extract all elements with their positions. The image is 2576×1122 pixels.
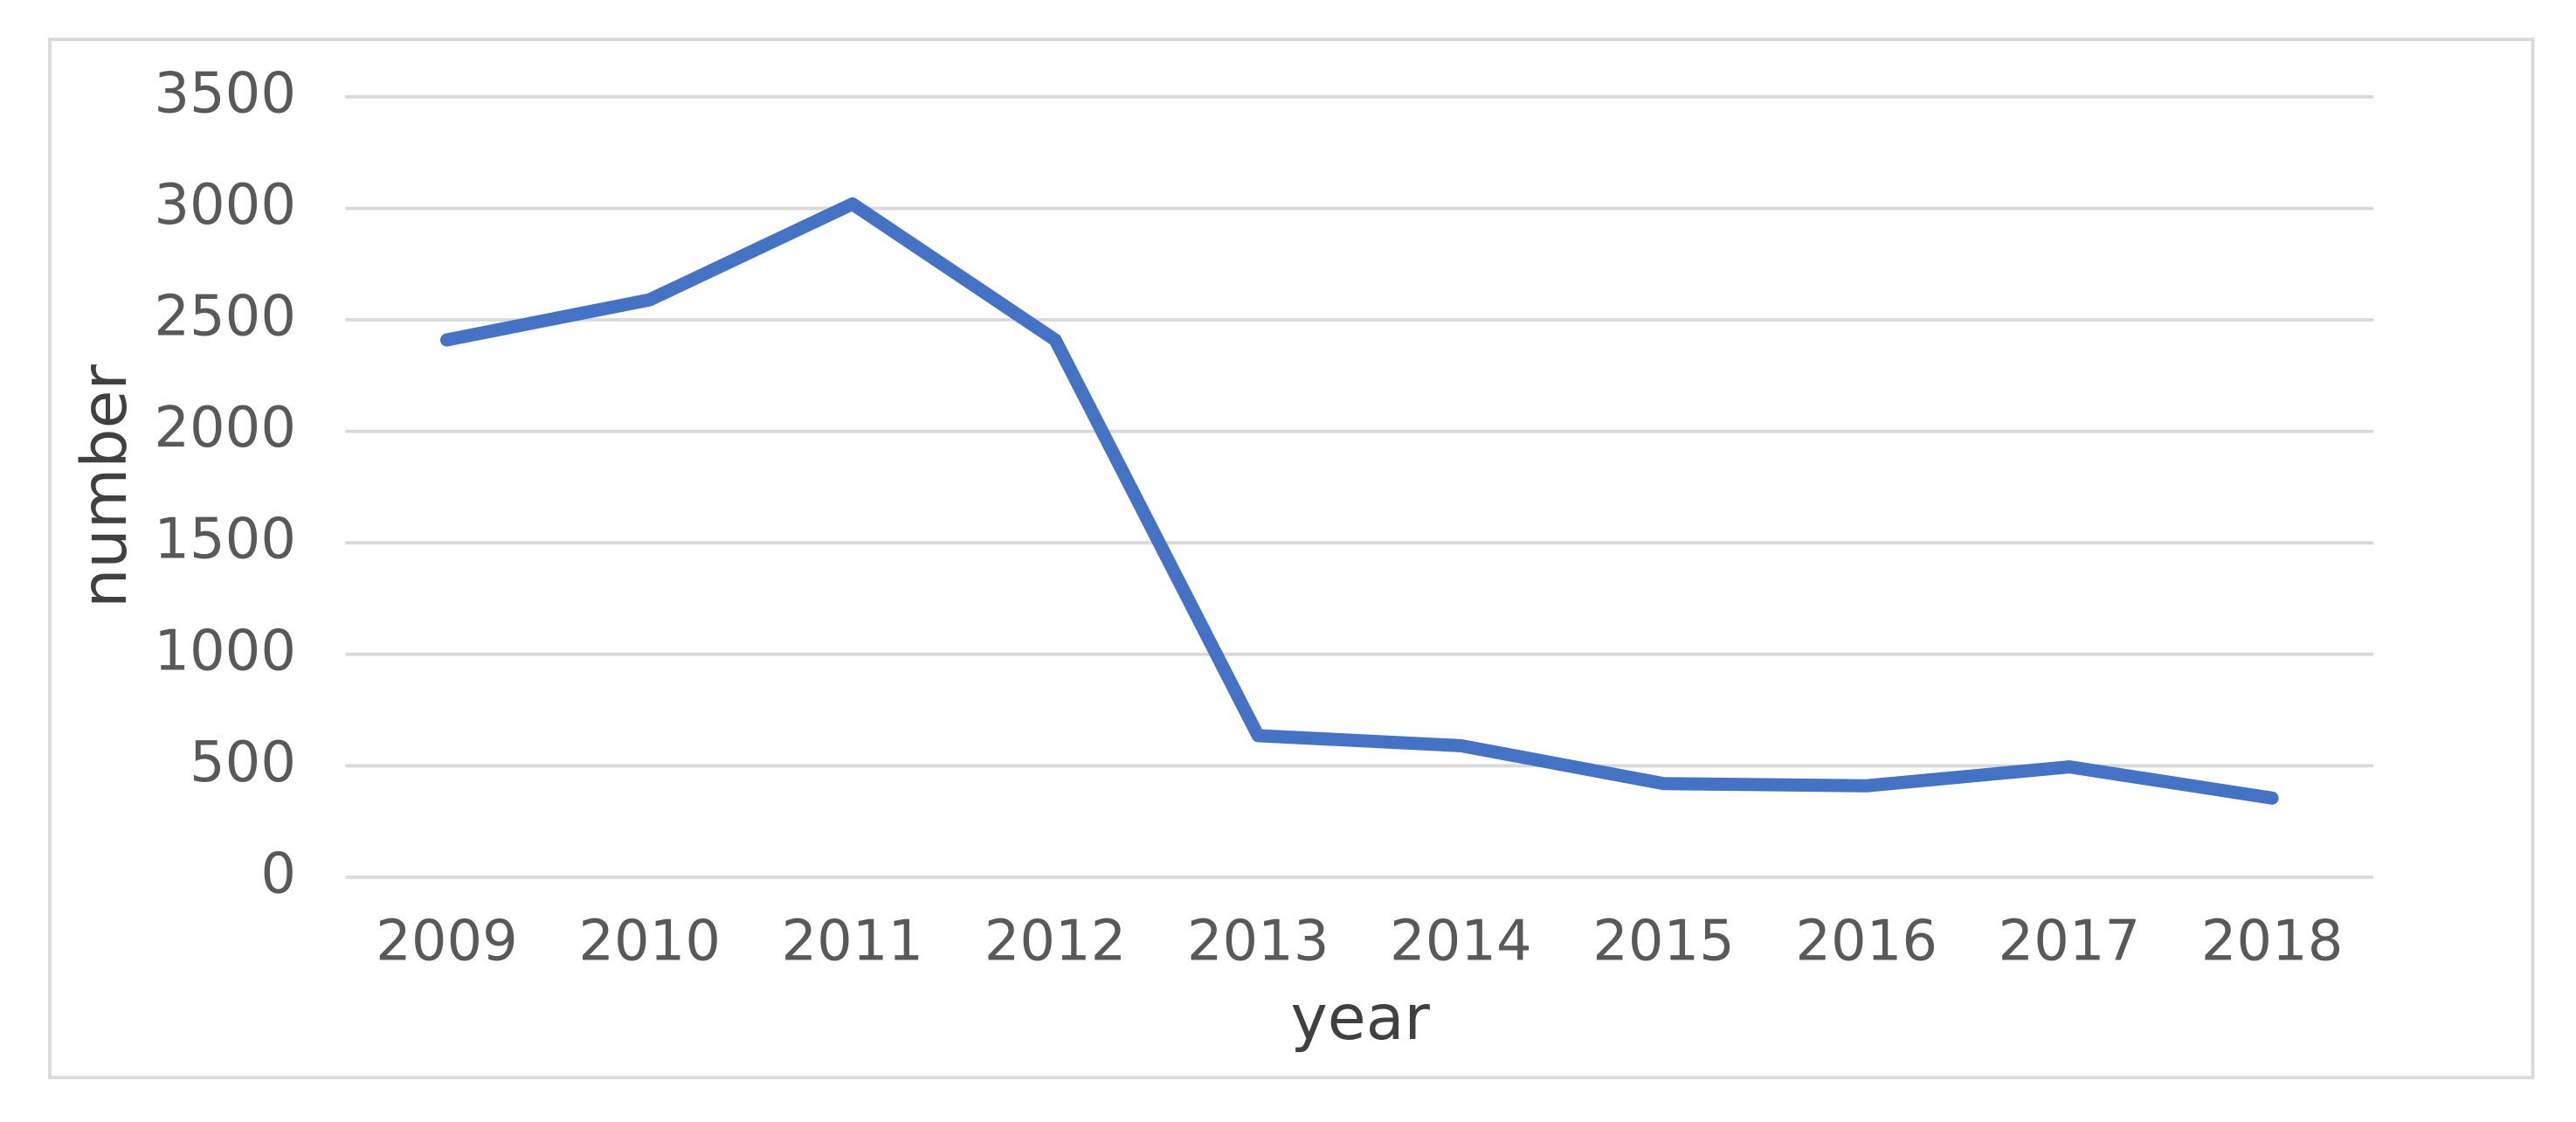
y-tick-label: 1000 xyxy=(154,619,296,683)
x-tick-label: 2017 xyxy=(1999,910,2141,974)
line xyxy=(439,197,2279,805)
x-tick-label: 2018 xyxy=(2201,910,2344,974)
x-tick-label: 2009 xyxy=(376,910,518,974)
x-tick-label: 2016 xyxy=(1795,910,1937,974)
x-tick-label: 2012 xyxy=(984,910,1127,974)
x-axis-title: year xyxy=(1291,981,1431,1054)
x-tick-label: 2011 xyxy=(782,910,924,974)
y-tick-label: 3500 xyxy=(154,61,296,126)
y-tick-label: 500 xyxy=(190,731,296,795)
y-axis-title: number xyxy=(68,364,141,607)
y-tick-label: 3000 xyxy=(154,173,296,238)
x-tick-label: 2015 xyxy=(1592,910,1735,974)
x-tick-label: 2013 xyxy=(1187,910,1329,974)
y-tick-label: 2000 xyxy=(154,396,296,461)
chart-frame xyxy=(48,38,2535,1080)
y-tick-label: 1500 xyxy=(154,508,296,572)
y-tick-label: 2500 xyxy=(154,285,296,350)
x-tick-label: 2010 xyxy=(578,910,721,974)
y-tick-label: 0 xyxy=(260,842,296,906)
x-tick-label: 2014 xyxy=(1390,910,1532,974)
